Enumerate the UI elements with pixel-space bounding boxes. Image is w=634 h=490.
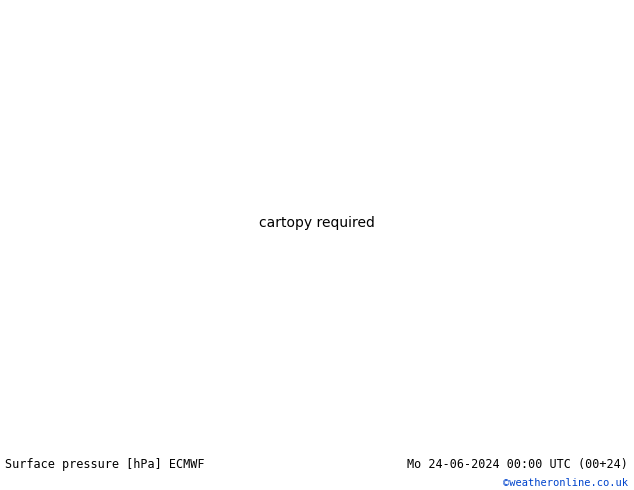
Text: Surface pressure [hPa] ECMWF: Surface pressure [hPa] ECMWF: [5, 458, 205, 471]
Text: ©weatheronline.co.uk: ©weatheronline.co.uk: [503, 478, 628, 488]
Text: Mo 24-06-2024 00:00 UTC (00+24): Mo 24-06-2024 00:00 UTC (00+24): [407, 458, 628, 471]
Text: cartopy required: cartopy required: [259, 216, 375, 230]
